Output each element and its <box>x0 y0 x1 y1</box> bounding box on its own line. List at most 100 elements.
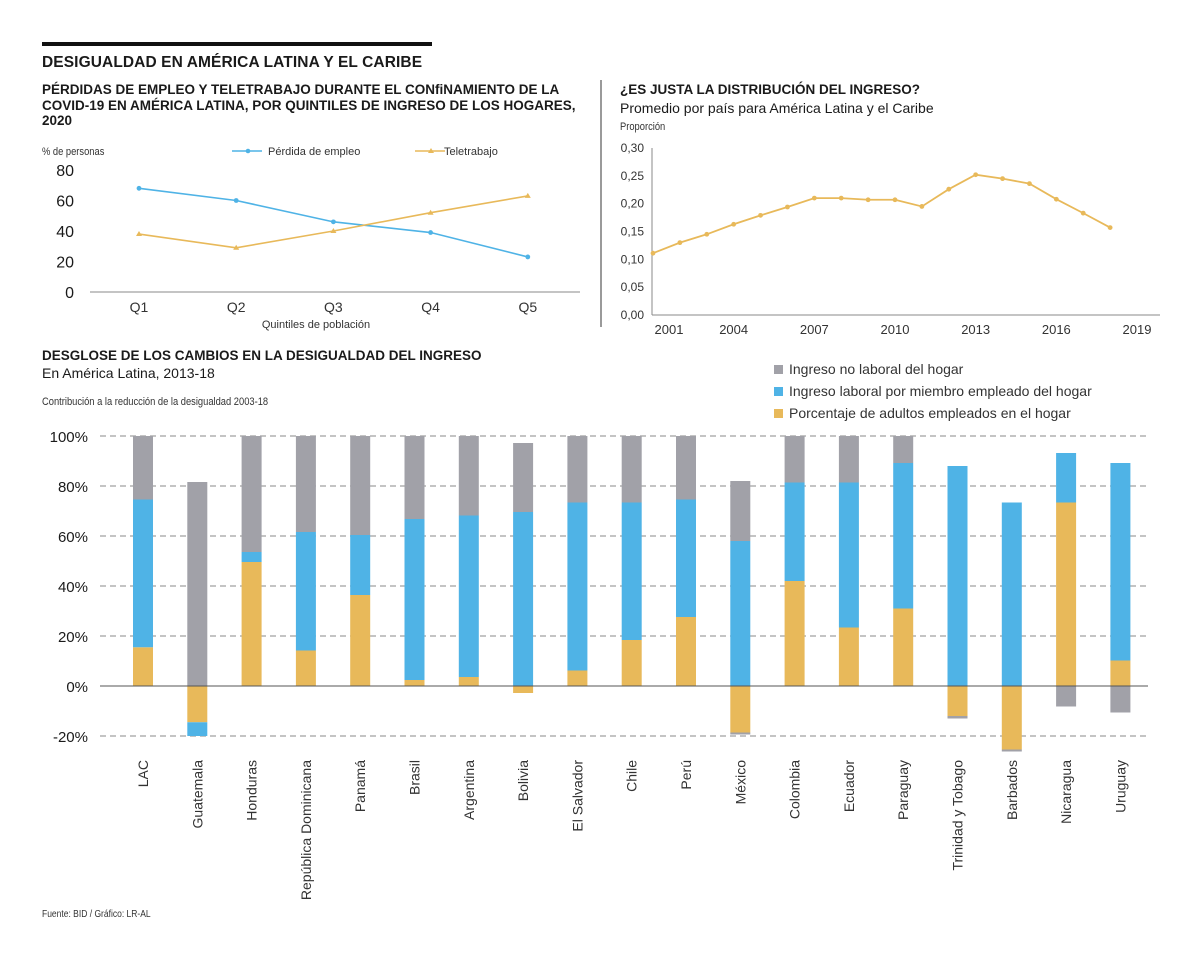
chart2-ytick-label: 0,20 <box>621 197 645 211</box>
data-point <box>136 185 142 191</box>
bar-segment <box>676 499 696 617</box>
bar-segment <box>458 677 479 686</box>
bar-segment <box>513 512 534 686</box>
chart2-xtick-label: 2004 <box>719 322 748 337</box>
category-label: República Dominicana <box>298 760 314 900</box>
bar-segment <box>241 436 262 552</box>
data-point <box>525 254 531 260</box>
chart1-xlabel: Quintiles de población <box>262 319 370 331</box>
bar-segment <box>404 519 425 680</box>
legend-label: Porcentaje de adultos empleados en el ho… <box>789 405 1071 421</box>
legend-marker <box>245 148 251 154</box>
category-label: Bolivia <box>515 760 531 801</box>
legend-item: Porcentaje de adultos empleados en el ho… <box>774 402 1092 424</box>
legend-swatch-blue <box>774 386 783 396</box>
bar-segment <box>133 499 153 648</box>
bar-segment <box>567 436 588 503</box>
data-point <box>524 192 531 198</box>
data-point <box>758 212 763 218</box>
data-point <box>892 197 898 203</box>
chart3-ytick-label: 0% <box>66 679 88 696</box>
chart2-ytick-label: 0,15 <box>621 225 645 239</box>
chart2-title: ¿ES JUSTA LA DISTRIBUCIÓN DEL INGRESO? <box>620 82 921 97</box>
legend-swatch-orange <box>774 408 783 418</box>
chart2-xtick-label: 2016 <box>1042 322 1071 337</box>
bar-segment <box>838 482 859 628</box>
bar-segment <box>458 515 479 677</box>
chart1-ytick-label: 80 <box>56 163 74 180</box>
data-point <box>330 228 337 233</box>
bar-segment <box>1110 660 1131 686</box>
chart2-ytick-label: 0,30 <box>621 141 645 155</box>
bar-segment <box>947 716 968 719</box>
data-point <box>811 195 817 201</box>
chart2-xtick-label: 2013 <box>961 322 990 337</box>
data-point <box>785 204 790 210</box>
chart1-ytick-label: 20 <box>56 255 74 272</box>
bar-segment <box>1001 686 1022 750</box>
bar-segment <box>133 647 153 686</box>
data-point <box>865 197 871 203</box>
data-point <box>428 230 433 235</box>
data-point <box>650 250 656 256</box>
chart2-ytick-label: 0,10 <box>621 252 645 266</box>
category-label: Trinidad y Tobago <box>950 760 966 871</box>
data-point <box>677 240 683 246</box>
bar-segment <box>350 595 371 686</box>
chart3-title: DESGLOSE DE LOS CAMBIOS EN LA DESIGUALDA… <box>42 348 482 363</box>
chart2-xtick-label: 2019 <box>1123 322 1152 337</box>
chart3-ytick-label: -20% <box>53 729 88 746</box>
chart1-xtick-label: Q3 <box>324 299 343 315</box>
bar-segment <box>621 640 642 686</box>
chart1-ytick-label: 40 <box>56 224 74 241</box>
bar-segment <box>784 581 805 686</box>
bar-segment <box>730 541 751 686</box>
bar-segment <box>187 722 208 736</box>
category-label: Panamá <box>352 760 368 812</box>
category-label: Chile <box>624 760 640 792</box>
data-point <box>973 172 979 178</box>
bar-segment <box>404 680 425 686</box>
category-label: El Salvador <box>569 760 585 832</box>
bar-segment <box>947 686 968 716</box>
chart2-ytick-label: 0,25 <box>621 169 645 183</box>
chart1-xtick-label: Q4 <box>421 299 440 315</box>
data-point <box>946 186 952 192</box>
chart3-ytick-label: 80% <box>58 479 88 496</box>
chart3-ytick-label: 20% <box>58 629 88 646</box>
bar-segment <box>513 443 534 512</box>
chart3-ytick-label: 60% <box>58 529 88 546</box>
data-point <box>838 195 844 201</box>
data-point <box>233 244 240 250</box>
chart2-ytick-label: 0,00 <box>621 308 645 322</box>
data-point <box>136 231 142 237</box>
bar-segment <box>350 436 371 535</box>
bar-segment <box>567 670 588 686</box>
bar-segment <box>1056 686 1077 707</box>
chart3-ylabel: Contribución a la reducción de la desigu… <box>42 396 269 408</box>
category-label: Barbados <box>1004 760 1020 820</box>
category-label: Honduras <box>244 760 260 821</box>
bar-segment <box>730 686 751 733</box>
data-point <box>427 209 434 215</box>
chart2-xtick-label: 2010 <box>881 322 910 337</box>
chart1-ytick-label: 60 <box>56 194 74 211</box>
chart2-xtick-label: 2007 <box>800 322 829 337</box>
category-label: Ecuador <box>841 760 857 812</box>
data-point <box>704 231 710 237</box>
bar-segment <box>133 436 153 500</box>
chart1-xtick-label: Q2 <box>227 299 246 315</box>
data-point <box>919 204 925 209</box>
bar-segment <box>1056 453 1077 503</box>
bar-segment <box>295 532 316 651</box>
bar-segment <box>730 732 751 735</box>
chart1-xtick-label: Q5 <box>518 299 537 315</box>
category-label: Paraguay <box>895 760 911 820</box>
bar-segment <box>350 535 371 595</box>
category-label: Argentina <box>461 760 477 820</box>
bar-segment <box>838 627 859 686</box>
category-label: Brasil <box>407 760 423 795</box>
bar-segment <box>621 436 642 503</box>
